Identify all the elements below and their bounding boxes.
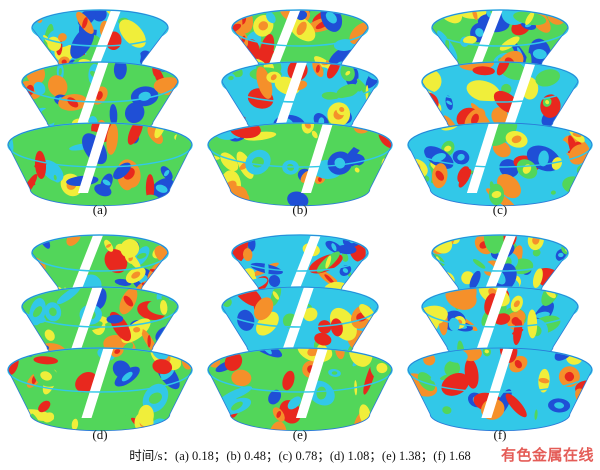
bowl-outline [7,122,193,207]
panel-label: (a) [92,202,108,217]
bowl-outline [207,122,393,207]
bowl-stack [207,9,393,207]
bowl-contour [408,123,592,206]
bowl-stack [407,234,593,432]
panel-label: (b) [292,202,308,217]
bowl-stack [407,9,593,207]
panel-e: (e) [200,225,400,455]
bowl-contour [222,62,378,136]
bowl-outline [7,347,193,432]
bowl-stack [7,234,193,432]
bowl-outline [407,347,593,432]
bowl-contour [408,348,592,431]
panel-a: (a) [0,0,200,230]
bowl-contour [8,123,192,206]
panel-label: (f) [493,427,507,442]
bowl-stack [7,9,193,207]
panel-d: (d) [0,225,200,455]
bowl-stack [207,234,393,432]
panel-label: (e) [292,427,308,442]
panel-f: (f) [400,225,600,455]
bowl-outline [207,347,393,432]
panel-label: (c) [492,202,508,217]
panel-c: (c) [400,0,600,230]
bowl-outline [407,122,593,207]
watermark: 有色金属在线 [500,446,594,464]
figure-caption: 时间/s：(a) 0.18；(b) 0.48；(c) 0.78；(d) 1.08… [129,449,471,463]
panel-label: (d) [92,427,108,442]
panel-b: (b) [200,0,400,230]
